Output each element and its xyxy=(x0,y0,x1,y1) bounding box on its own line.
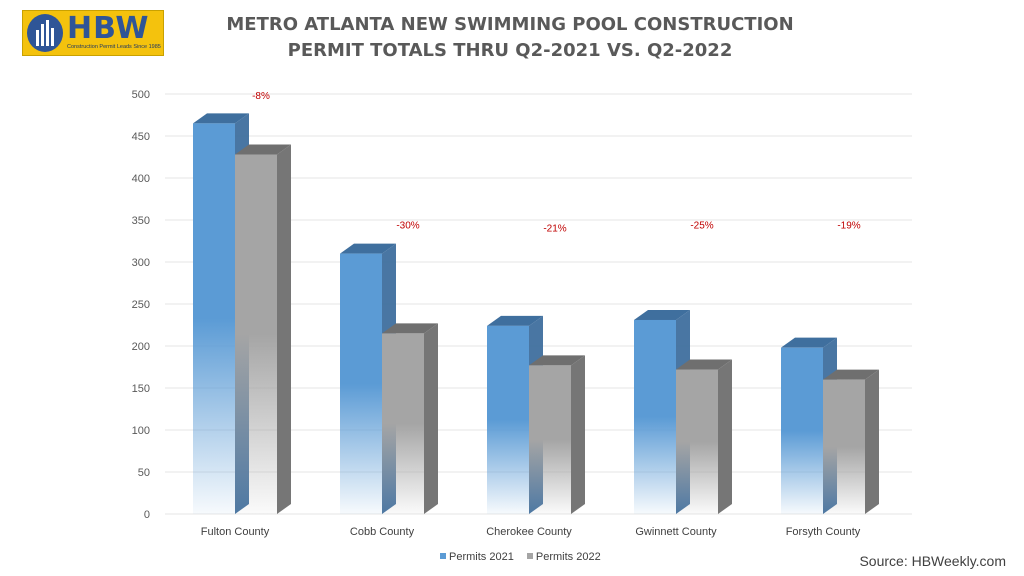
bar-2022-cherokee-county xyxy=(529,365,571,514)
y-tick-label: 250 xyxy=(132,299,150,311)
y-tick-label: 450 xyxy=(132,131,150,143)
y-tick-label: 50 xyxy=(138,467,150,479)
bar-side-2022 xyxy=(424,323,438,514)
x-category-label: Cherokee County xyxy=(486,526,572,538)
bar-top-2022 xyxy=(676,359,732,370)
legend-item-2022: Permits 2022 xyxy=(526,551,601,563)
x-category-label: Fulton County xyxy=(201,526,270,538)
bars xyxy=(193,113,879,515)
x-axis: Fulton County Cobb County Cherokee County G… xyxy=(201,526,861,538)
bar-side-2022 xyxy=(571,355,585,514)
bar-2021-fulton-county xyxy=(193,123,235,515)
change-label: -25% xyxy=(690,220,713,231)
bar-top-2021 xyxy=(634,309,690,320)
y-tick-label: 150 xyxy=(132,383,150,395)
bar-side-2022 xyxy=(718,359,732,514)
bar-top-2022 xyxy=(529,355,585,366)
chart-title: METRO ATLANTA NEW SWIMMING POOL CONSTRUC… xyxy=(200,12,820,64)
bar-top-2022 xyxy=(235,144,291,155)
bar-top-2021 xyxy=(340,243,396,254)
bar-top-2022 xyxy=(823,369,879,380)
bar-2021-cherokee-county xyxy=(487,325,529,514)
chart-title-line-1: METRO ATLANTA NEW SWIMMING POOL CONSTRUC… xyxy=(226,14,794,35)
y-tick-label: 0 xyxy=(144,509,150,521)
y-tick-label: 500 xyxy=(132,89,150,101)
hbw-logo: HBW Construction Permit Leads Since 1985 xyxy=(22,10,164,56)
source-credit: Source: HBWeekly.com xyxy=(859,553,1006,569)
bar-top-2021 xyxy=(193,113,249,124)
legend-label-2021: Permits 2021 xyxy=(449,551,514,563)
bar-2022-fulton-county xyxy=(235,154,277,515)
change-labels: -8% -30% -21% -25% -19% xyxy=(252,91,861,234)
x-category-label: Gwinnett County xyxy=(635,526,717,538)
change-label: -30% xyxy=(396,220,419,231)
legend-swatch-2022 xyxy=(526,553,533,559)
bar-2022-gwinnett-county xyxy=(676,369,718,514)
bar-side-2022 xyxy=(277,144,291,515)
legend-item-2021: Permits 2021 xyxy=(440,551,514,563)
logo-text: HBW xyxy=(67,11,150,46)
legend-label-2022: Permits 2022 xyxy=(535,551,601,563)
x-category-label: Forsyth County xyxy=(786,526,861,538)
bar-2021-forsyth-county xyxy=(781,347,823,514)
bar-2021-cobb-county xyxy=(340,253,382,514)
bar-2021-gwinnett-county xyxy=(634,319,676,514)
building-logo-icon xyxy=(27,14,63,52)
logo-tagline: Construction Permit Leads Since 1985 xyxy=(67,44,161,50)
chart-title-line-2: PERMIT TOTALS THRU Q2-2021 VS. Q2-2022 xyxy=(287,40,733,61)
y-tick-label: 100 xyxy=(132,425,150,437)
y-axis: 0 50 100 150 200 250 300 350 400 450 500 xyxy=(132,89,150,521)
y-tick-label: 300 xyxy=(132,257,150,269)
bar-top-2022 xyxy=(382,323,438,334)
legend-swatch-2021 xyxy=(440,553,446,559)
y-tick-label: 200 xyxy=(132,341,150,353)
y-tick-label: 400 xyxy=(132,173,150,185)
bar-top-2021 xyxy=(487,315,543,326)
x-category-label: Cobb County xyxy=(350,526,415,538)
change-label: -8% xyxy=(252,91,270,102)
legend: Permits 2021 Permits 2022 xyxy=(440,551,611,563)
bar-2022-forsyth-county xyxy=(823,379,865,514)
bar-top-2021 xyxy=(781,337,837,348)
bar-2022-cobb-county xyxy=(382,333,424,514)
y-tick-label: 350 xyxy=(132,215,150,227)
change-label: -21% xyxy=(543,223,566,234)
change-label: -19% xyxy=(837,220,860,231)
bar-side-2022 xyxy=(865,369,879,514)
